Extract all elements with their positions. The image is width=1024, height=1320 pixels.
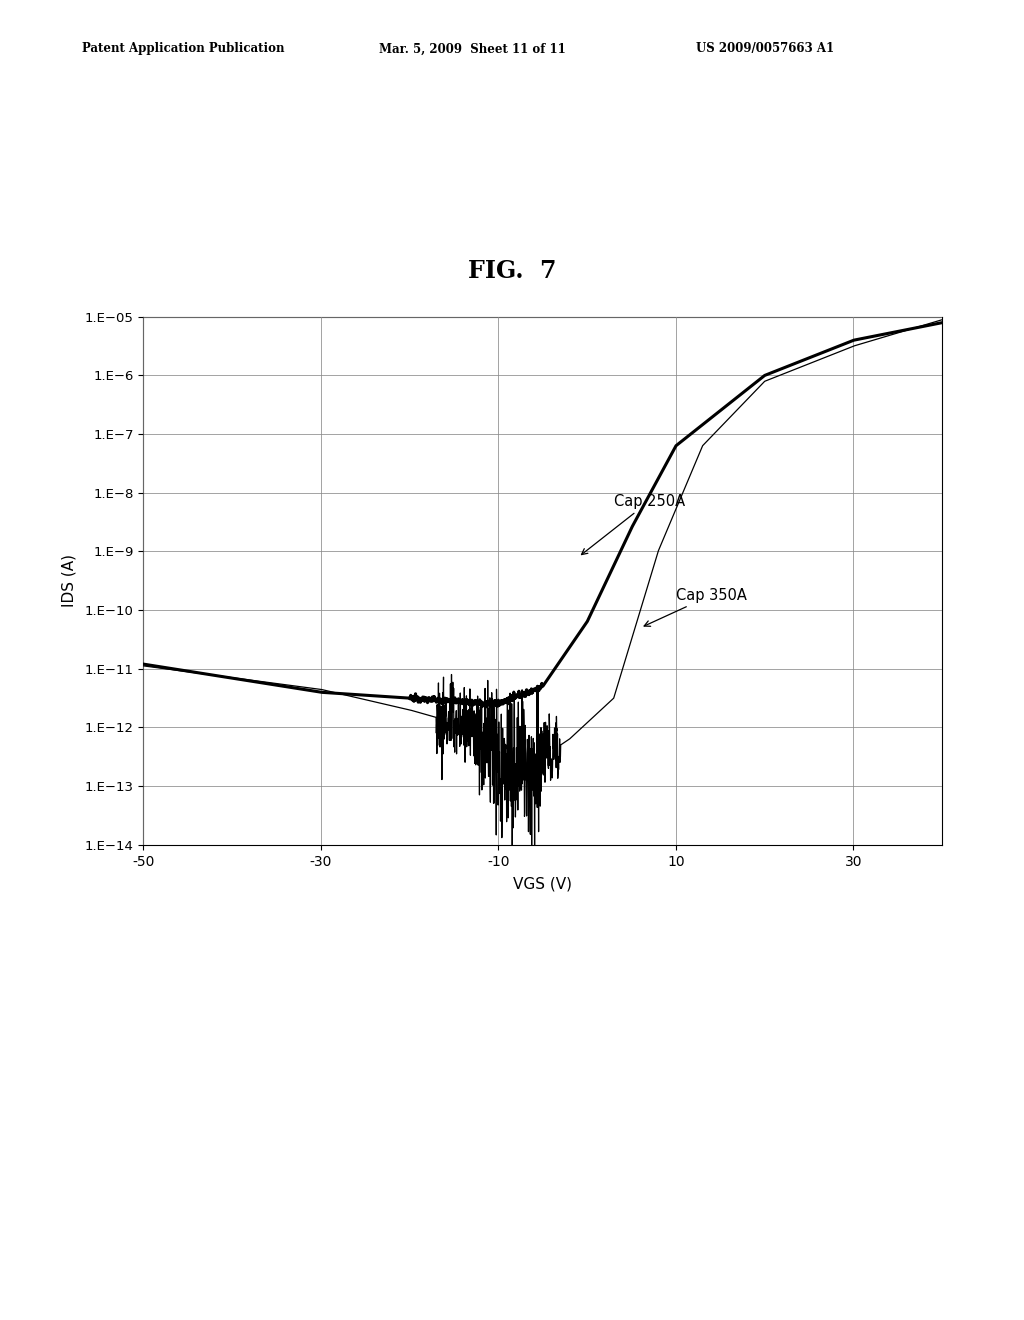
Text: Cap 250A: Cap 250A <box>582 494 685 554</box>
Y-axis label: IDS (A): IDS (A) <box>61 554 77 607</box>
X-axis label: VGS (V): VGS (V) <box>513 876 572 892</box>
Text: Patent Application Publication: Patent Application Publication <box>82 42 285 55</box>
Text: US 2009/0057663 A1: US 2009/0057663 A1 <box>696 42 835 55</box>
Text: Cap 350A: Cap 350A <box>644 587 746 626</box>
Text: FIG.  7: FIG. 7 <box>468 259 556 282</box>
Text: Mar. 5, 2009  Sheet 11 of 11: Mar. 5, 2009 Sheet 11 of 11 <box>379 42 565 55</box>
